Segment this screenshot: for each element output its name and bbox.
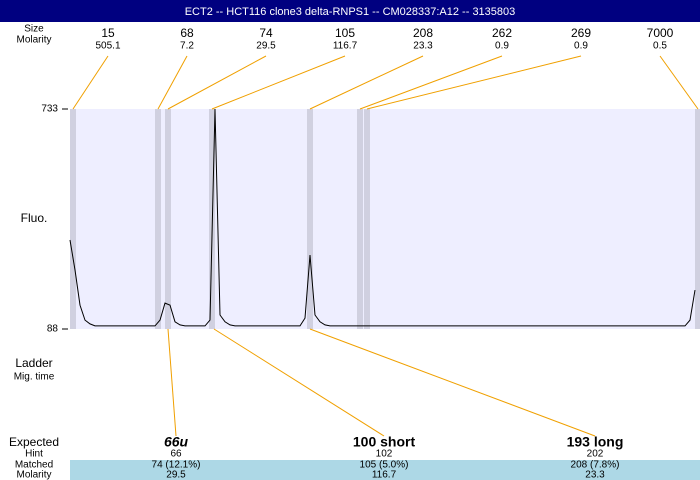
peak-size: 208: [413, 26, 433, 40]
expected-row-label: Molarity: [16, 470, 51, 480]
connector: [213, 328, 385, 437]
marker-band: [70, 109, 76, 329]
header-title: ECT2 -- HCT116 clone3 delta-RNPS1 -- CM0…: [185, 6, 516, 18]
peak-size: 7000: [647, 26, 674, 40]
connector: [167, 328, 177, 437]
peak-molarity: 0.9: [574, 41, 588, 52]
peak-molarity: 116.7: [333, 41, 358, 52]
trace: [69, 108, 696, 327]
marker-band: [364, 109, 370, 329]
expected-row-label: Expected: [9, 435, 59, 449]
y-tick-label: 733: [41, 104, 58, 115]
peak-size: 262: [492, 26, 512, 40]
peak-size: 74: [259, 26, 273, 40]
peak-molarity: 0.5: [653, 41, 667, 52]
expected-name: 66u: [164, 434, 189, 450]
peak-molarity: 23.3: [413, 41, 433, 52]
peak-size: 105: [335, 26, 355, 40]
connector: [359, 55, 503, 110]
plot-area: [70, 109, 700, 329]
peak-size: 68: [180, 26, 194, 40]
marker-band: [695, 109, 700, 329]
matched: 74 (12.1%): [152, 460, 201, 471]
connector: [167, 55, 267, 110]
peak-molarity: 0.9: [495, 41, 509, 52]
marker-band: [307, 109, 313, 329]
peak-size: 269: [571, 26, 591, 40]
connector: [72, 55, 109, 110]
peak-molarity: 29.5: [256, 41, 276, 52]
size-label: Size: [24, 24, 44, 35]
molarity: 29.5: [166, 470, 186, 480]
ladder-label: Ladder: [15, 356, 52, 370]
molarity: 116.7: [372, 470, 397, 480]
molarity: 23.3: [585, 470, 605, 480]
matched: 105 (5.0%): [360, 460, 409, 471]
connector: [659, 55, 699, 110]
expected-row-label: Matched: [15, 460, 53, 471]
marker-band: [155, 109, 161, 329]
expected-row-label: Hint: [25, 449, 43, 460]
peak-size: 15: [101, 26, 115, 40]
peak-molarity: 505.1: [95, 41, 120, 52]
y-axis-label: Fluo.: [21, 211, 48, 225]
connector: [211, 55, 346, 110]
connector: [157, 55, 188, 110]
matched-band: [70, 460, 700, 480]
connector: [309, 55, 424, 110]
expected-name: 100 short: [353, 434, 416, 450]
ladder-sublabel: Mig. time: [14, 372, 55, 383]
peak-molarity: 7.2: [180, 41, 194, 52]
y-tick-label: 88: [47, 324, 59, 335]
hint: 202: [587, 449, 604, 460]
marker-band: [165, 109, 171, 329]
connector: [309, 328, 596, 437]
hint: 66: [170, 449, 182, 460]
marker-band: [357, 109, 363, 329]
connector: [366, 55, 582, 110]
matched: 208 (7.8%): [571, 460, 620, 471]
header-bar: [0, 0, 700, 22]
molarity-label: Molarity: [16, 35, 51, 46]
expected-name: 193 long: [567, 434, 624, 450]
hint: 102: [376, 449, 393, 460]
